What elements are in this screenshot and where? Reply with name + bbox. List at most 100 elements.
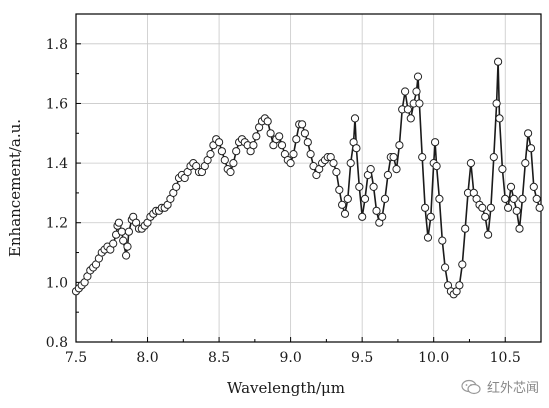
- data-point: [492, 99, 501, 108]
- data-point: [494, 57, 503, 66]
- x-tick-label: 10.5: [490, 350, 521, 366]
- data-point: [329, 159, 338, 168]
- data-point: [286, 159, 295, 168]
- data-point: [372, 206, 381, 215]
- data-point: [117, 227, 126, 236]
- data-point: [340, 209, 350, 218]
- axes: [75, 13, 542, 343]
- data-point: [360, 194, 370, 203]
- data-point: [119, 236, 128, 245]
- data-point: [461, 224, 470, 233]
- y-axis-title: Enhancement/a.u.: [6, 119, 24, 257]
- data-point: [275, 132, 284, 141]
- data-point: [122, 251, 131, 260]
- data-point: [421, 203, 430, 212]
- data-point: [481, 212, 490, 221]
- plot-frame: [75, 13, 542, 343]
- data-point: [413, 72, 423, 81]
- wechat-icon: [461, 379, 481, 394]
- data-point: [366, 165, 375, 174]
- x-tick-label: 9.0: [279, 350, 301, 366]
- data-point: [509, 194, 518, 203]
- data-point: [300, 129, 309, 138]
- data-point: [441, 263, 450, 272]
- data-point: [378, 212, 387, 221]
- data-series: [71, 57, 544, 299]
- data-point: [266, 129, 275, 138]
- data-point: [123, 242, 132, 251]
- data-point: [217, 147, 226, 156]
- data-point: [383, 170, 392, 180]
- data-point: [346, 159, 355, 168]
- data-point: [529, 182, 538, 191]
- data-point: [303, 138, 312, 147]
- x-tick-label: 8.5: [208, 350, 230, 366]
- data-point: [215, 138, 224, 147]
- data-point: [506, 182, 516, 191]
- data-point: [352, 144, 361, 153]
- y-tick-label: 1.4: [46, 156, 68, 172]
- data-point: [350, 114, 360, 123]
- data-point: [524, 129, 533, 138]
- x-axis-title: Wavelength/μm: [227, 379, 345, 397]
- y-tick-label: 1.8: [46, 37, 68, 53]
- x-tick-label: 8.0: [136, 350, 158, 366]
- data-point: [489, 153, 498, 162]
- data-point: [515, 224, 524, 233]
- data-point: [249, 141, 258, 150]
- data-point: [458, 260, 467, 269]
- data-point: [172, 182, 181, 191]
- data-point: [395, 141, 404, 150]
- data-point: [401, 87, 410, 96]
- data-point: [431, 138, 440, 147]
- data-point: [484, 230, 493, 239]
- data-point: [403, 105, 412, 114]
- series-line: [75, 60, 541, 296]
- data-point: [220, 156, 229, 165]
- watermark-text: 红外芯闻: [486, 381, 539, 396]
- data-point: [435, 194, 444, 203]
- data-point: [289, 150, 298, 159]
- data-point: [512, 206, 521, 215]
- data-point: [432, 162, 441, 171]
- x-tick-label: 9.5: [351, 350, 373, 366]
- data-point: [418, 153, 427, 162]
- data-point: [504, 203, 513, 212]
- y-tick-label: 1.0: [46, 275, 68, 291]
- data-point: [438, 236, 447, 245]
- y-tick-label: 0.8: [46, 335, 68, 351]
- data-point: [298, 120, 307, 129]
- grid: [75, 14, 541, 343]
- data-point: [109, 239, 118, 248]
- data-point: [380, 194, 390, 203]
- data-point: [124, 227, 133, 236]
- data-point: [229, 159, 238, 168]
- data-point: [423, 233, 433, 242]
- data-point: [306, 150, 315, 159]
- data-point: [535, 203, 544, 212]
- y-tick-label: 1.6: [46, 96, 68, 112]
- data-point: [358, 212, 367, 221]
- data-point: [206, 150, 215, 159]
- data-point: [389, 153, 398, 162]
- data-point: [369, 182, 378, 191]
- data-point: [501, 194, 510, 203]
- data-point: [252, 132, 261, 141]
- tick-labels: 7.5 8.0 8.5 9.0 9.5 10.0 10.5 0.8 1.0 1.2 1.4 1.6 1.…: [46, 37, 521, 366]
- data-point: [338, 200, 347, 209]
- data-point: [343, 194, 352, 203]
- data-point: [426, 212, 435, 221]
- data-point: [226, 167, 235, 177]
- data-point: [455, 281, 464, 290]
- data-point: [406, 114, 415, 123]
- data-point: [263, 117, 272, 126]
- data-point: [292, 135, 301, 144]
- watermark: 红外芯闻: [461, 377, 539, 396]
- data-point: [114, 218, 124, 227]
- data-point: [486, 203, 495, 212]
- data-point: [518, 194, 527, 203]
- data-point: [532, 194, 541, 203]
- data-point: [526, 144, 536, 153]
- data-point: [521, 159, 530, 168]
